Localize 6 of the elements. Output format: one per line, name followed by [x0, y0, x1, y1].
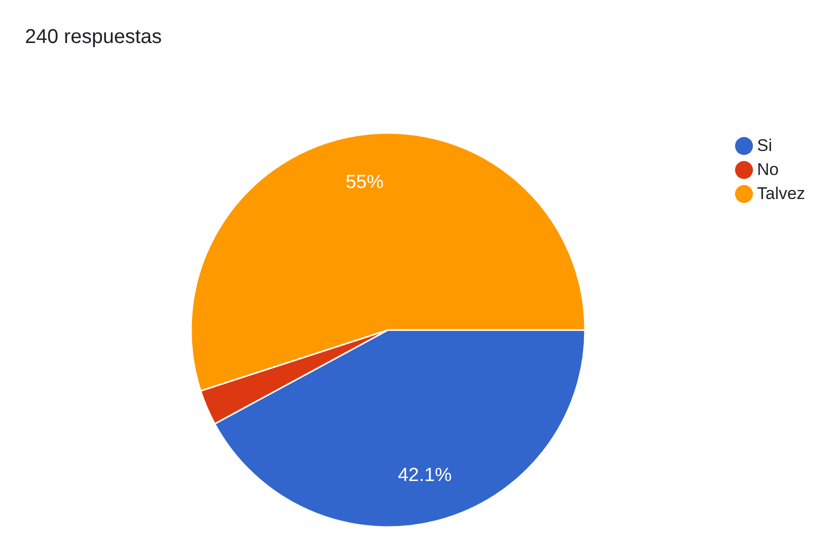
data-label: 55%	[346, 172, 384, 194]
data-label: 42.1%	[398, 465, 452, 486]
legend-label: Talvez	[757, 184, 806, 203]
legend-label: No	[757, 160, 779, 179]
legend-label: Si	[757, 136, 772, 155]
chart-title: 240 respuestas	[25, 26, 162, 48]
